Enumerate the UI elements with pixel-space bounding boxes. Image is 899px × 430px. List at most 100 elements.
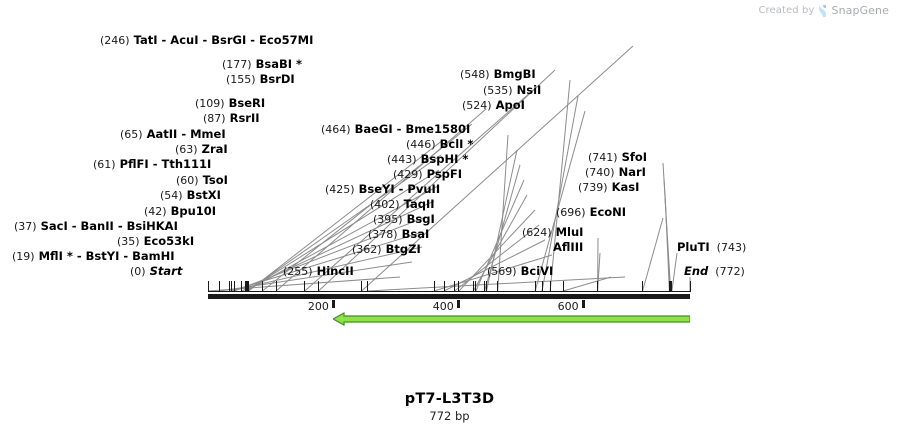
restriction-site-label[interactable]: (402) TaqII [370,197,435,212]
restriction-site-label[interactable]: (741) SfoI [588,150,648,165]
restriction-site-label[interactable]: (524) ApoI [462,98,525,113]
enzyme-name[interactable]: SacI [40,219,68,233]
enzyme-name[interactable]: BsaBI * [255,57,303,71]
enzyme-name[interactable]: EcoNI [589,205,627,219]
enzyme-name[interactable]: Eco53kI [143,234,195,248]
enzyme-name[interactable]: PspFI [426,167,463,181]
restriction-site-label[interactable]: (63) ZraI [175,142,228,157]
restriction-site-label[interactable]: (624) MluI [522,225,584,240]
restriction-site-label[interactable]: (740) NarI [585,165,646,180]
restriction-site-label[interactable]: AflIII [553,241,583,254]
restriction-site-label[interactable]: (696) EcoNI [556,205,627,220]
enzyme-name[interactable]: Start [149,264,183,278]
restriction-site-label[interactable]: (378) BsaI [368,227,430,242]
restriction-site-label[interactable]: (425) BseYI - PvuII [325,182,441,197]
enzyme-name[interactable]: Eco57MI [259,33,314,47]
restriction-site-label[interactable]: (19) MflI * - BstYI - BamHI [12,249,175,264]
enzyme-name[interactable]: MflI * [38,249,73,263]
restriction-site-label[interactable]: (255) HincII [283,264,354,279]
enzyme-name[interactable]: AcuI [170,33,199,47]
restriction-site-label[interactable]: (464) BaeGI - Bme1580I [321,122,471,137]
enzyme-name[interactable]: TsoI [202,173,228,187]
site-position: (362) [352,243,382,256]
restriction-site-label[interactable]: (35) Eco53kI [117,234,195,249]
enzyme-name[interactable]: Tth111I [161,157,212,171]
restriction-site-label[interactable]: (443) BspHI * [387,152,469,167]
restriction-site-label[interactable]: (177) BsaBI * [222,57,303,72]
restriction-site-label[interactable]: (37) SacI - BanII - BsiHKAI [14,219,178,234]
enzyme-name[interactable]: NarI [618,165,646,179]
enzyme-name[interactable]: BseYI [358,182,395,196]
restriction-site-label[interactable]: (446) BclI * [406,137,474,152]
enzyme-name[interactable]: BciVI [520,264,554,278]
enzyme-name[interactable]: Bpu10I [170,204,217,218]
restriction-site-label[interactable]: (569) BciVI [487,264,554,279]
restriction-site-label[interactable]: (362) BtgZI [352,242,421,257]
enzyme-name[interactable]: ZraI [201,142,228,156]
leader-line [245,169,440,292]
enzyme-name[interactable]: BsiHKAI [126,219,178,233]
restriction-site-label[interactable]: (54) BstXI [160,188,221,203]
enzyme-name[interactable]: BstXI [186,188,221,202]
enzyme-name[interactable]: BsrGI [211,33,247,47]
leader-line [367,276,626,292]
leader-line [275,108,487,292]
enzyme-name[interactable]: BamHI [132,249,175,263]
site-position: (464) [321,123,351,136]
enzyme-name[interactable]: BsrDI [259,72,295,86]
restriction-site-label[interactable]: (739) KasI [578,180,640,195]
leader-line [472,194,528,292]
feature-arrow[interactable] [331,311,691,330]
leader-line [642,217,664,292]
restriction-site-label[interactable]: (42) Bpu10I [144,204,217,219]
enzyme-name[interactable]: BanII [80,219,114,233]
enzyme-name[interactable]: BmgBI [493,67,536,81]
restriction-site-label[interactable]: PluTI (743) [677,240,746,255]
restriction-site-label[interactable]: (61) PflFI - Tth111I [93,157,212,172]
enzyme-name[interactable]: BaeGI [354,122,393,136]
enzyme-name[interactable]: BseRI [228,96,266,110]
enzyme-name[interactable]: RsrII [229,111,260,125]
site-position: (87) [203,112,226,125]
restriction-site-label[interactable]: (548) BmgBI [460,67,536,82]
ruler-tick-label: 400 [432,300,454,313]
enzyme-name[interactable]: TaqII [403,197,435,211]
enzyme-name[interactable]: BsaI [401,227,430,241]
enzyme-name[interactable]: PvuII [407,182,441,196]
restriction-site-label[interactable]: (429) PspFI [393,167,463,182]
enzyme-name[interactable]: AatII [146,127,178,141]
enzyme-name[interactable]: KasI [611,180,640,194]
restriction-site-label[interactable]: (246) TatI - AcuI - BsrGI - Eco57MI [100,33,314,48]
site-tick [304,281,306,292]
enzyme-name[interactable]: Bme1580I [405,122,471,136]
enzyme-name[interactable]: TatI [133,33,158,47]
enzyme-name[interactable]: MluI [555,225,584,239]
restriction-site-label[interactable]: (0) Start [130,264,183,279]
restriction-site-label[interactable]: (535) NsiI [483,83,542,98]
enzyme-name[interactable]: End [684,264,709,278]
site-tick [541,281,543,292]
restriction-site-label[interactable]: (65) AatII - MmeI [120,127,226,142]
enzyme-name[interactable]: BspHI * [420,152,469,166]
enzyme-name[interactable]: AflIII [553,240,584,254]
site-position: (65) [120,128,143,141]
enzyme-name[interactable]: ApoI [495,98,525,112]
enzyme-name[interactable]: BtgZI [385,242,421,256]
enzyme-name[interactable]: NsiI [516,83,542,97]
enzyme-name[interactable]: PflFI [119,157,149,171]
enzyme-name[interactable]: SfoI [621,150,648,164]
enzyme-name[interactable]: BclI * [439,137,474,151]
restriction-site-label[interactable]: (60) TsoI [176,173,228,188]
restriction-site-label[interactable]: (155) BsrDI [226,72,295,87]
restriction-site-label[interactable]: End (772) [684,264,745,279]
site-position: (378) [368,228,398,241]
enzyme-name[interactable]: BsgI [406,212,435,226]
restriction-site-label[interactable]: (395) BsgI [373,212,435,227]
enzyme-name[interactable]: MmeI [190,127,226,141]
restriction-site-label[interactable]: (87) RsrII [203,111,260,126]
enzyme-name[interactable]: BstYI [85,249,120,263]
restriction-site-label[interactable]: (109) BseRI [195,96,266,111]
enzyme-name[interactable]: HincII [316,264,354,278]
enzyme-name[interactable]: PluTI [677,240,710,254]
